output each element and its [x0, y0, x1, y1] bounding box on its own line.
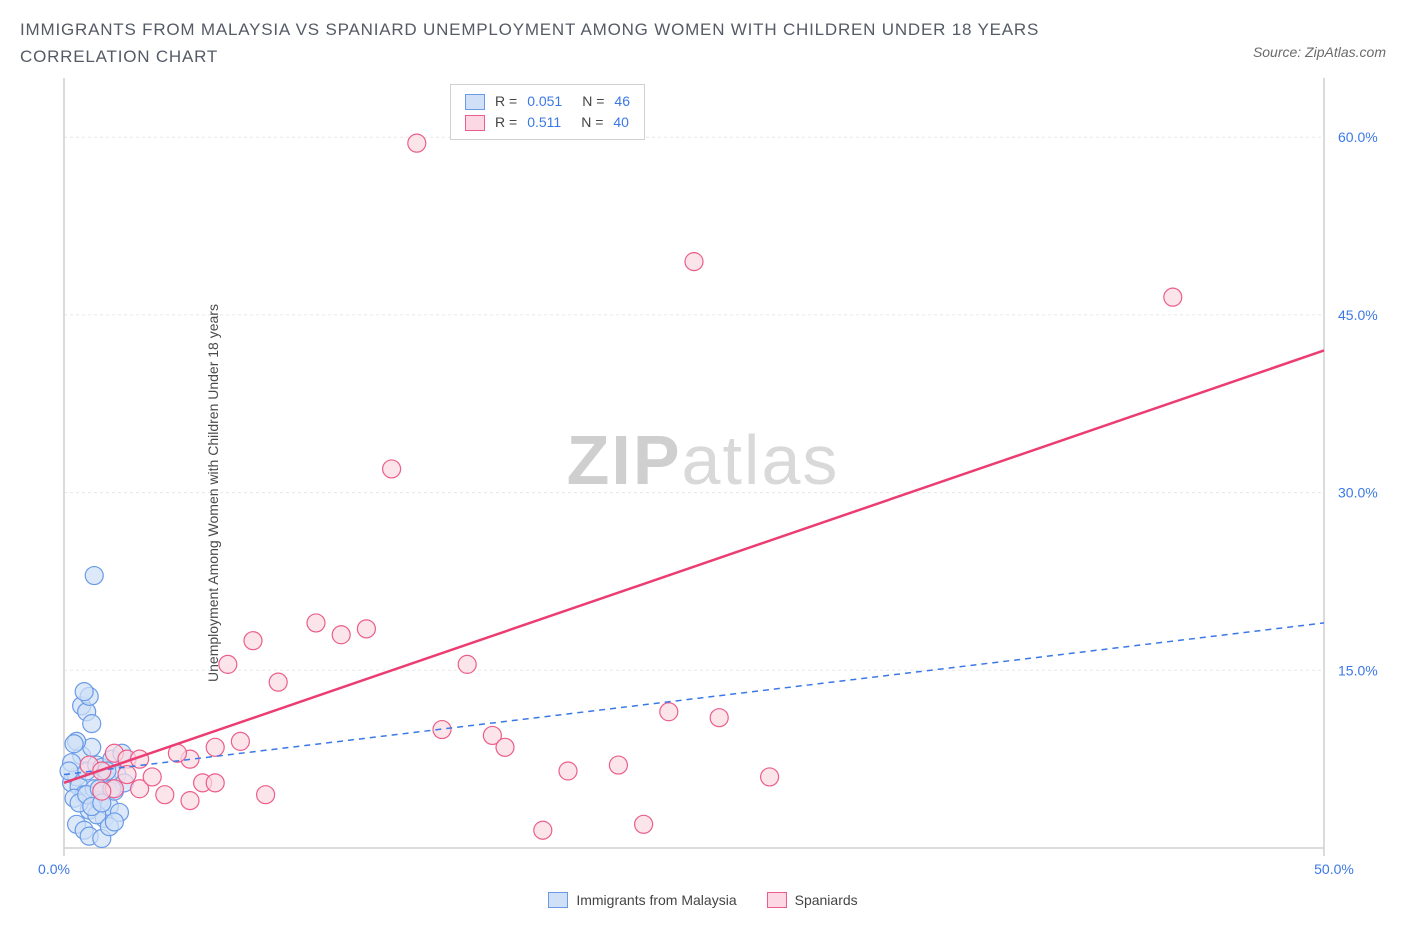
data-point	[105, 813, 123, 831]
trend-line	[64, 351, 1324, 783]
data-point	[257, 786, 275, 804]
legend-r-value: 0.051	[527, 91, 562, 112]
legend-swatch	[548, 892, 568, 908]
data-point	[559, 762, 577, 780]
data-point	[181, 792, 199, 810]
legend-swatch	[465, 94, 485, 110]
data-point	[206, 739, 224, 757]
svg-text:45.0%: 45.0%	[1338, 307, 1378, 323]
series-legend-item: Immigrants from Malaysia	[548, 892, 736, 908]
svg-text:60.0%: 60.0%	[1338, 130, 1378, 146]
legend-n-label: N =	[581, 112, 603, 133]
legend-row: R = 0.051 N = 46	[465, 91, 630, 112]
data-point	[660, 703, 678, 721]
data-point	[75, 683, 93, 701]
data-point	[383, 460, 401, 478]
legend-swatch	[767, 892, 787, 908]
legend-row: R = 0.511 N = 40	[465, 112, 630, 133]
legend-r-label: R =	[495, 112, 517, 133]
data-point	[231, 733, 249, 751]
data-point	[269, 674, 287, 692]
data-point	[85, 567, 103, 585]
data-point	[219, 656, 237, 674]
y-axis-title: Unemployment Among Women with Children U…	[205, 304, 221, 682]
data-point	[761, 768, 779, 786]
series-label: Spaniards	[795, 892, 858, 908]
data-point	[93, 783, 111, 801]
data-point	[60, 762, 78, 780]
series-legend: Immigrants from Malaysia Spaniards	[20, 892, 1386, 908]
data-point	[408, 135, 426, 153]
source-label: Source: ZipAtlas.com	[1253, 44, 1386, 60]
data-point	[685, 253, 703, 271]
legend-n-label: N =	[582, 91, 604, 112]
legend-n-value: 40	[613, 112, 629, 133]
correlation-legend: R = 0.051 N = 46 R = 0.511 N = 40	[450, 84, 645, 140]
legend-n-value: 46	[614, 91, 630, 112]
legend-r-label: R =	[495, 91, 517, 112]
data-point	[83, 715, 101, 733]
chart-container: Unemployment Among Women with Children U…	[20, 78, 1386, 908]
data-point	[143, 768, 161, 786]
data-point	[609, 756, 627, 774]
data-point	[458, 656, 476, 674]
data-point	[244, 632, 262, 650]
data-point	[635, 816, 653, 834]
chart-title: IMMIGRANTS FROM MALAYSIA VS SPANIARD UNE…	[20, 16, 1120, 70]
data-point	[710, 709, 728, 727]
series-label: Immigrants from Malaysia	[576, 892, 736, 908]
legend-swatch	[465, 115, 485, 131]
svg-text:30.0%: 30.0%	[1338, 485, 1378, 501]
svg-text:50.0%: 50.0%	[1314, 861, 1354, 877]
data-point	[496, 739, 514, 757]
data-point	[1164, 289, 1182, 307]
scatter-chart: 15.0% 30.0% 45.0% 60.0% 0.0% 50.0%	[20, 78, 1386, 878]
data-point	[65, 735, 83, 753]
data-point	[206, 774, 224, 792]
data-point	[332, 626, 350, 644]
series-legend-item: Spaniards	[767, 892, 858, 908]
legend-r-value: 0.511	[527, 112, 561, 133]
svg-text:15.0%: 15.0%	[1338, 663, 1378, 679]
data-point	[357, 620, 375, 638]
data-point	[307, 614, 325, 632]
data-point	[156, 786, 174, 804]
svg-text:0.0%: 0.0%	[38, 861, 70, 877]
data-point	[534, 822, 552, 840]
